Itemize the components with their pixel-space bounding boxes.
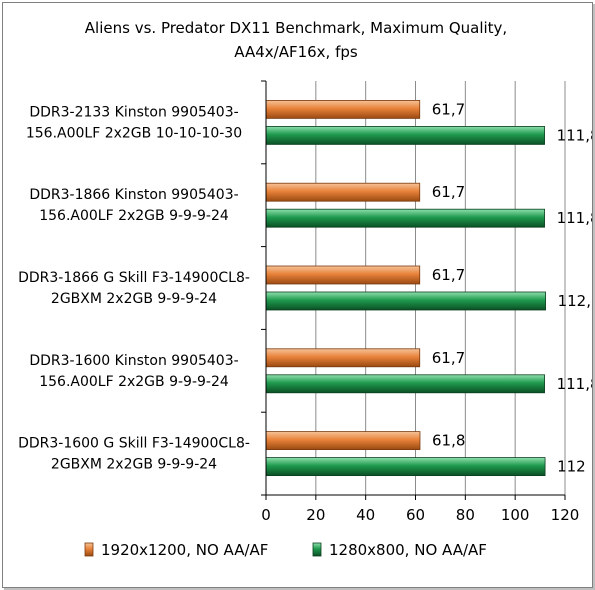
bar (265, 431, 421, 451)
data-label: 61,7 (432, 266, 465, 284)
x-tick-label: 100 (501, 506, 530, 524)
bar (265, 182, 421, 202)
x-tick-label: 60 (406, 506, 425, 524)
legend-label: 1920x1200, NO AA/AF (101, 541, 268, 559)
bar (265, 126, 545, 145)
chart-title-line-2: AA4x/AF16x, fps (234, 43, 358, 61)
legend-swatch (312, 542, 322, 557)
category-label: 156.A00LF 2x2GB 9-9-9-24 (39, 208, 229, 224)
data-label: 61,7 (432, 183, 465, 201)
legend: 1920x1200, NO AA/AF 1280x800, NO AA/AF (84, 541, 487, 559)
gridlines (315, 81, 566, 495)
bars (265, 100, 546, 477)
bar (265, 348, 421, 368)
category-label: 156.A00LF 2x2GB 10-10-10-30 (26, 125, 242, 141)
data-label: 61,8 (432, 432, 465, 450)
category-label: 2GBXM 2x2GB 9-9-9-24 (51, 457, 217, 473)
bar (265, 291, 546, 311)
bar (265, 265, 421, 285)
data-label: 61,7 (432, 349, 465, 367)
category-label: DDR3-1866 G Skill F3-14900CL8- (18, 270, 250, 286)
legend-label: 1280x800, NO AA/AF (329, 541, 487, 559)
bar (265, 457, 546, 477)
data-label: 111,8 (557, 126, 592, 144)
axes: 0 20 40 60 80 100 120 (261, 80, 580, 524)
bar (265, 100, 421, 119)
x-tick-label: 20 (306, 506, 325, 524)
bar (265, 208, 545, 228)
data-label: 111,8 (557, 375, 592, 393)
data-label: 112 (557, 458, 586, 476)
category-label: 2GBXM 2x2GB 9-9-9-24 (51, 291, 217, 307)
category-label: DDR3-1866 Kinston 9905403- (29, 187, 238, 203)
category-label: DDR3-2133 Kinston 9905403- (29, 104, 238, 120)
x-tick-label: 120 (551, 506, 580, 524)
data-label: 61,7 (432, 100, 465, 118)
x-tick-label: 0 (261, 506, 271, 524)
data-label: 112,2 (558, 292, 592, 310)
legend-swatch (84, 542, 94, 557)
data-label: 111,8 (557, 209, 592, 227)
bar-chart: Aliens vs. Predator DX11 Benchmark, Maxi… (18, 19, 592, 559)
category-label: DDR3-1600 G Skill F3-14900CL8- (18, 436, 250, 452)
category-label: DDR3-1600 Kinston 9905403- (29, 353, 238, 369)
labels: 61,7 111,8 DDR3-2133 Kinston 9905403- 156.A… (18, 100, 592, 475)
chart-title-line-1: Aliens vs. Predator DX11 Benchmark, Maxi… (85, 19, 507, 37)
x-tick-label: 40 (356, 506, 375, 524)
x-tick-label: 80 (456, 506, 475, 524)
category-label: 156.A00LF 2x2GB 9-9-9-24 (39, 374, 229, 390)
bar (265, 374, 545, 394)
